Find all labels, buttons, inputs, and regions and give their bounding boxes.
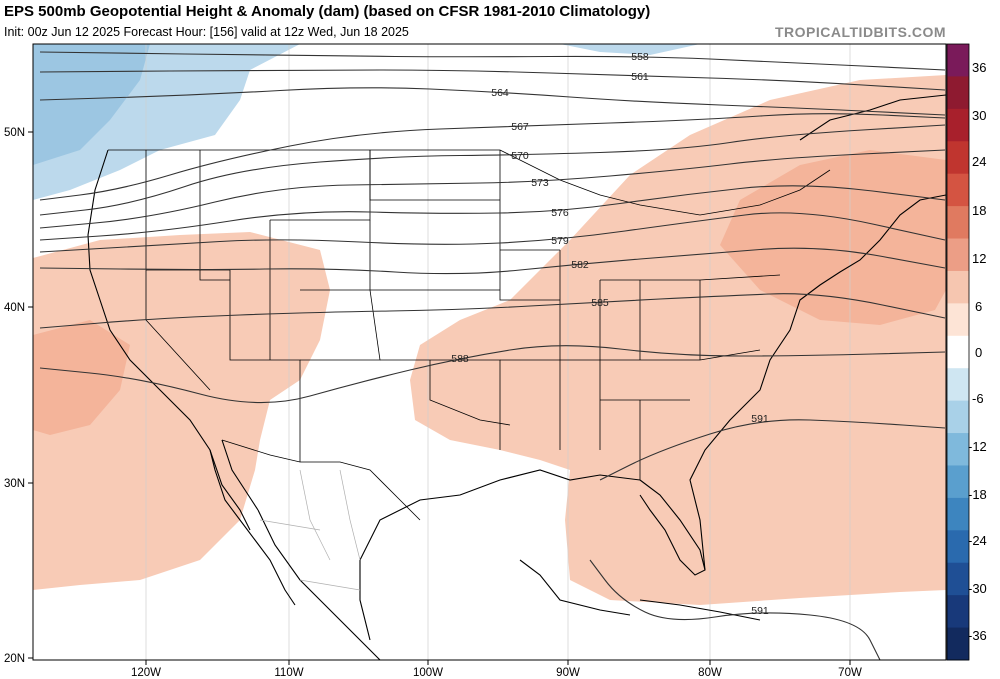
colorbar	[946, 43, 970, 661]
contour-label: 591	[751, 605, 769, 617]
contour-558	[39, 51, 946, 71]
contour-label: 570	[511, 150, 529, 162]
colorbar-swatch	[947, 595, 969, 629]
colorbar-swatch	[947, 238, 969, 272]
contour-591	[589, 559, 881, 660]
colorbar-label: 24	[972, 154, 986, 169]
lat-label: 40N	[4, 302, 25, 314]
contour-label: 582	[571, 259, 589, 271]
contour-label: 564	[491, 87, 509, 99]
colorbar-label: -30	[968, 581, 987, 596]
contour-label: 588	[451, 353, 469, 365]
contour-579	[39, 212, 946, 253]
lon-label: 110W	[274, 667, 303, 679]
colorbar-label: -18	[968, 487, 987, 502]
contour-585	[39, 293, 946, 329]
colorbar-swatch	[947, 141, 969, 175]
contour-label: 558	[631, 51, 649, 63]
colorbar-labels: 36 30 24 18 12 6 0 -6 -12 -18 -24 -30 -3…	[968, 60, 987, 643]
colorbar-swatch	[947, 465, 969, 499]
map-subtitle: Init: 00z Jun 12 2025 Forecast Hour: [15…	[4, 25, 409, 39]
lon-label: 90W	[556, 667, 580, 679]
height-contours	[39, 51, 946, 660]
negative-anomaly-northeast	[560, 44, 700, 55]
colorbar-swatch	[947, 627, 969, 661]
colorbar-swatch	[947, 562, 969, 596]
colorbar-label: -12	[968, 439, 987, 454]
colorbar-label: -36	[968, 628, 987, 643]
contour-label: 576	[551, 207, 569, 219]
contour-567	[39, 113, 946, 201]
contour-label: 561	[631, 71, 649, 83]
colorbar-swatch	[947, 76, 969, 110]
colorbar-swatch	[947, 303, 969, 337]
colorbar-swatch	[947, 206, 969, 240]
contour-label: 585	[591, 297, 609, 309]
colorbar-label: 12	[972, 251, 986, 266]
colorbar-label: -6	[972, 391, 984, 406]
lon-label: 80W	[698, 667, 722, 679]
lon-label: 70W	[838, 667, 862, 679]
map-frame	[32, 43, 947, 661]
colorbar-swatch	[947, 173, 969, 207]
contour-label: 573	[531, 177, 549, 189]
contour-573	[39, 149, 946, 229]
lon-ticks	[145, 660, 851, 665]
longitude-labels: 120W 110W 100W 90W 80W 70W	[131, 667, 862, 679]
contour-564	[39, 87, 946, 116]
colorbar-swatch	[947, 44, 969, 77]
colorbar-swatch	[947, 270, 969, 304]
contour-588	[39, 345, 946, 404]
lon-label: 100W	[413, 667, 443, 679]
colorbar-swatch	[947, 108, 969, 142]
positive-anomaly-west-strong	[33, 320, 130, 435]
contour-label: 591	[751, 413, 769, 425]
contour-570	[39, 124, 946, 216]
colorbar-label: 0	[975, 345, 982, 360]
positive-anomaly-northeast-strong	[720, 150, 946, 325]
colorbar-label: -24	[968, 533, 987, 548]
colorbar-swatch	[947, 497, 969, 531]
colorbar-label: 6	[975, 299, 982, 314]
colorbar-label: 30	[972, 108, 986, 123]
latitude-labels: 50N 40N 30N 20N	[4, 127, 25, 665]
colorbar-label: 18	[972, 203, 986, 218]
lon-label: 120W	[131, 667, 161, 679]
contour-561	[39, 69, 946, 91]
contour-582	[39, 247, 946, 275]
colorbar-swatch	[947, 400, 969, 434]
colorbar-swatch	[947, 368, 969, 402]
contour-label: 567	[511, 121, 529, 133]
colorbar-label: 36	[972, 60, 986, 75]
map-title: EPS 500mb Geopotential Height & Anomaly …	[4, 3, 651, 20]
negative-anomaly-medium	[33, 44, 150, 165]
contour-591	[599, 419, 946, 481]
colorbar-swatch	[947, 433, 969, 466]
mexico-states	[259, 469, 361, 591]
colorbar-swatch	[947, 530, 969, 564]
lat-label: 20N	[4, 653, 25, 665]
brand-watermark: TROPICALTIDBITS.COM	[774, 24, 946, 40]
contour-576	[39, 185, 946, 241]
contour-label: 579	[551, 235, 569, 247]
lat-label: 50N	[4, 127, 25, 139]
colorbar-swatch	[947, 335, 969, 369]
lat-label: 30N	[4, 478, 25, 490]
lat-ticks	[28, 131, 33, 659]
